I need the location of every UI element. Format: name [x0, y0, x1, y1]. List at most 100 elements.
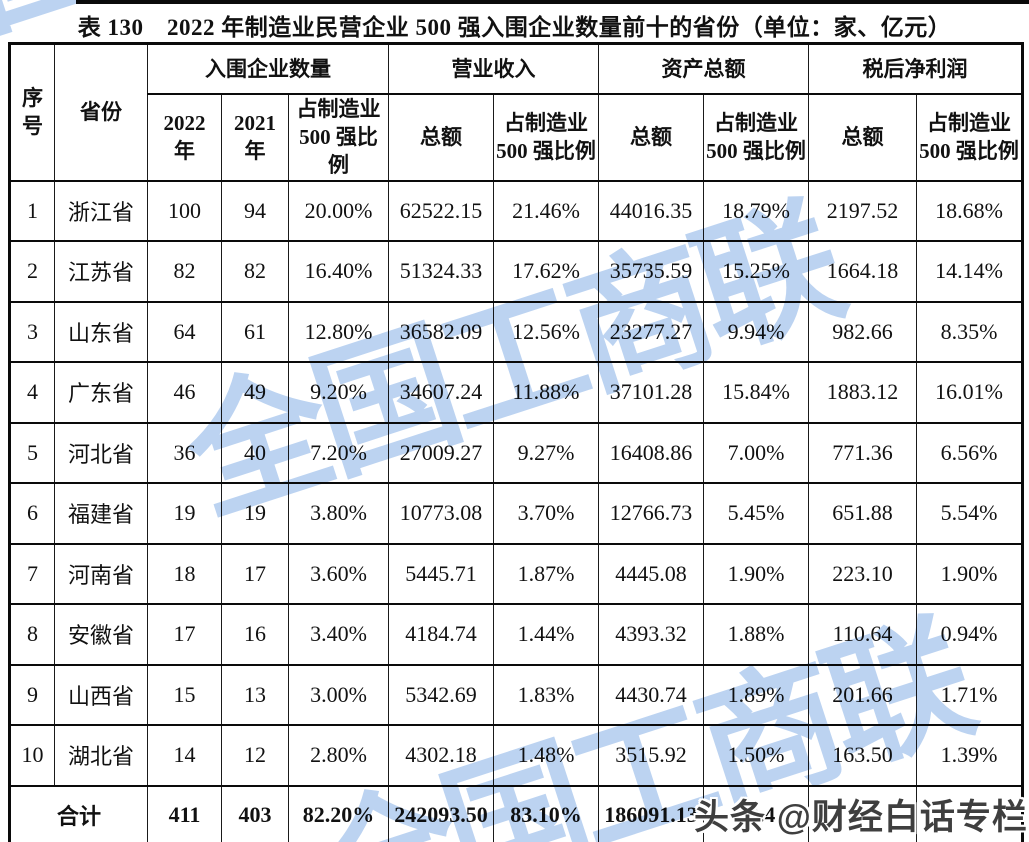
cell-n2022: 14 — [147, 724, 222, 787]
cell-assets: 35735.59 — [598, 240, 705, 303]
cell-pct_profit: 1.71% — [916, 663, 1024, 727]
cell-pct_assets: 18.79% — [703, 179, 810, 243]
col-header-count-share: 占制造业 500 强比例 — [287, 92, 390, 182]
cell-pct_revenue: 9.27% — [493, 421, 600, 485]
cell-n2021: 12 — [221, 724, 289, 787]
cell-no: 2 — [9, 240, 55, 303]
cell-assets: 37101.28 — [598, 361, 705, 424]
table-row: 4 广东省 46 49 9.20% 34607.24 11.88% 37101.28 15.84… — [9, 361, 1024, 424]
cell-revenue: 27009.27 — [388, 421, 495, 485]
col-header-assets-share: 占制造业 500 强比例 — [703, 92, 810, 182]
header-group-row: 序 号 省份 入围企业数量 营业收入 资产总额 税后净利润 — [9, 42, 1024, 182]
cell-pct_count: 3.80% — [287, 482, 390, 545]
group-header-revenue: 营业收入 — [388, 42, 600, 95]
cell-province: 湖北省 — [54, 724, 148, 787]
cell-province: 山西省 — [54, 663, 148, 727]
cell-assets: 44016.35 — [598, 179, 705, 243]
table-row: 10 湖北省 14 12 2.80% 4302.18 1.48% 3515.92 1.50% 16… — [9, 724, 1024, 787]
cell-pct_assets: 1.90% — [703, 542, 810, 606]
cell-pct_revenue: 17.62% — [493, 240, 600, 303]
cell-province: 福建省 — [54, 482, 148, 545]
cell-no: 10 — [9, 724, 55, 787]
cell-pct_assets: 5.45% — [703, 482, 810, 545]
group-header-profit: 税后净利润 — [808, 42, 1024, 95]
cell-revenue: 4184.74 — [388, 603, 495, 666]
cell-province: 广东省 — [54, 361, 148, 424]
cell-n2021: 40 — [221, 421, 289, 485]
table-row: 7 河南省 18 17 3.60% 5445.71 1.87% 4445.08 1.90% 223… — [9, 542, 1024, 606]
cell-profit: 651.88 — [808, 482, 918, 545]
table-title: 表 130 2022 年制造业民营企业 500 强入围企业数量前十的省份（单位：… — [77, 15, 952, 40]
cell-n2022: 82 — [147, 240, 222, 303]
cell-pct_profit: 14.14% — [916, 240, 1024, 303]
header-sub-row: 2022 年 2021 年 占制造业 500 强比例 总额 占制造业 500 强… — [10, 92, 1024, 182]
cell-n2021: 16 — [221, 603, 289, 666]
cell-assets: 12766.73 — [598, 482, 705, 545]
table-header: 序 号 省份 入围企业数量 营业收入 资产总额 税后净利润 2022 年 202… — [9, 42, 1024, 182]
col-header-revenue-share: 占制造业 500 强比例 — [493, 92, 600, 182]
col-header-assets-total: 总额 — [598, 92, 705, 182]
cell-profit: 1883.12 — [808, 361, 918, 424]
cell-no: 5 — [9, 421, 55, 485]
cell-pct_assets: 15.25% — [703, 240, 810, 303]
table-row: 1 浙江省 100 94 20.00% 62522.15 21.46% 44016.35 18.… — [9, 179, 1024, 243]
cell-no: 9 — [9, 663, 55, 727]
cell-n2021: 17 — [221, 542, 289, 606]
cell-province: 山东省 — [54, 300, 148, 364]
total-n2021: 403 — [221, 784, 289, 842]
cell-pct_count: 20.00% — [287, 179, 390, 243]
table-row: 8 安徽省 17 16 3.40% 4184.74 1.44% 4393.32 1.88% 110… — [9, 603, 1024, 666]
col-header-2022: 2022 年 — [147, 92, 222, 182]
cell-n2022: 18 — [147, 542, 222, 606]
cell-assets: 3515.92 — [598, 724, 705, 787]
cell-pct_assets: 7.00% — [703, 421, 810, 485]
total-revenue: 242093.50 — [388, 784, 495, 842]
cell-revenue: 5342.69 — [388, 663, 495, 727]
total-assets: 186091.13 — [598, 784, 705, 842]
cell-profit: 163.50 — [808, 724, 918, 787]
cell-n2021: 19 — [221, 482, 289, 545]
cell-profit: 982.66 — [808, 300, 918, 364]
cell-pct_assets: 1.88% — [703, 603, 810, 666]
total-profit — [808, 784, 918, 842]
col-header-2021: 2021 年 — [221, 92, 289, 182]
col-header-revenue-total: 总额 — [388, 92, 495, 182]
table-row: 3 山东省 64 61 12.80% 36582.09 12.56% 23277.27 9.94… — [9, 300, 1024, 364]
group-header-assets: 资产总额 — [598, 42, 810, 95]
cell-pct_profit: 16.01% — [916, 361, 1024, 424]
cell-pct_revenue: 3.70% — [493, 482, 600, 545]
cell-pct_revenue: 1.48% — [493, 724, 600, 787]
cell-assets: 4430.74 — [598, 663, 705, 727]
total-pct-profit — [916, 784, 1024, 842]
group-header-entrants: 入围企业数量 — [146, 42, 390, 95]
cell-pct_count: 7.20% — [287, 421, 390, 485]
cell-revenue: 10773.08 — [388, 482, 495, 545]
table-row: 2 江苏省 82 82 16.40% 51324.33 17.62% 35735.59 15.2… — [9, 240, 1024, 303]
cell-n2022: 36 — [147, 421, 222, 485]
cell-province: 安徽省 — [54, 603, 148, 666]
cell-pct_assets: 1.50% — [703, 724, 810, 787]
cell-revenue: 4302.18 — [388, 724, 495, 787]
cell-no: 3 — [9, 300, 55, 364]
cell-no: 7 — [9, 542, 55, 606]
cell-n2021: 49 — [221, 361, 289, 424]
total-pct-revenue: 83.10% — [493, 784, 600, 842]
cell-pct_count: 16.40% — [287, 240, 390, 303]
cell-pct_revenue: 1.44% — [493, 603, 600, 666]
cell-pct_profit: 1.90% — [916, 542, 1024, 606]
cell-no: 8 — [9, 603, 55, 666]
cell-pct_count: 2.80% — [287, 724, 390, 787]
cell-n2022: 17 — [147, 603, 222, 666]
table-footer: 合计 411 403 82.20% 242093.50 83.10% 18609… — [9, 784, 1024, 842]
col-header-no: 序 号 — [9, 42, 55, 182]
cell-pct_count: 3.00% — [287, 663, 390, 727]
cell-revenue: 62522.15 — [388, 179, 495, 243]
cell-pct_revenue: 1.83% — [493, 663, 600, 727]
cell-revenue: 5445.71 — [388, 542, 495, 606]
cell-assets: 4393.32 — [598, 603, 705, 666]
cell-no: 4 — [9, 361, 55, 424]
cell-pct_profit: 8.35% — [916, 300, 1024, 364]
cell-no: 6 — [9, 482, 55, 545]
cell-province: 浙江省 — [54, 179, 148, 243]
